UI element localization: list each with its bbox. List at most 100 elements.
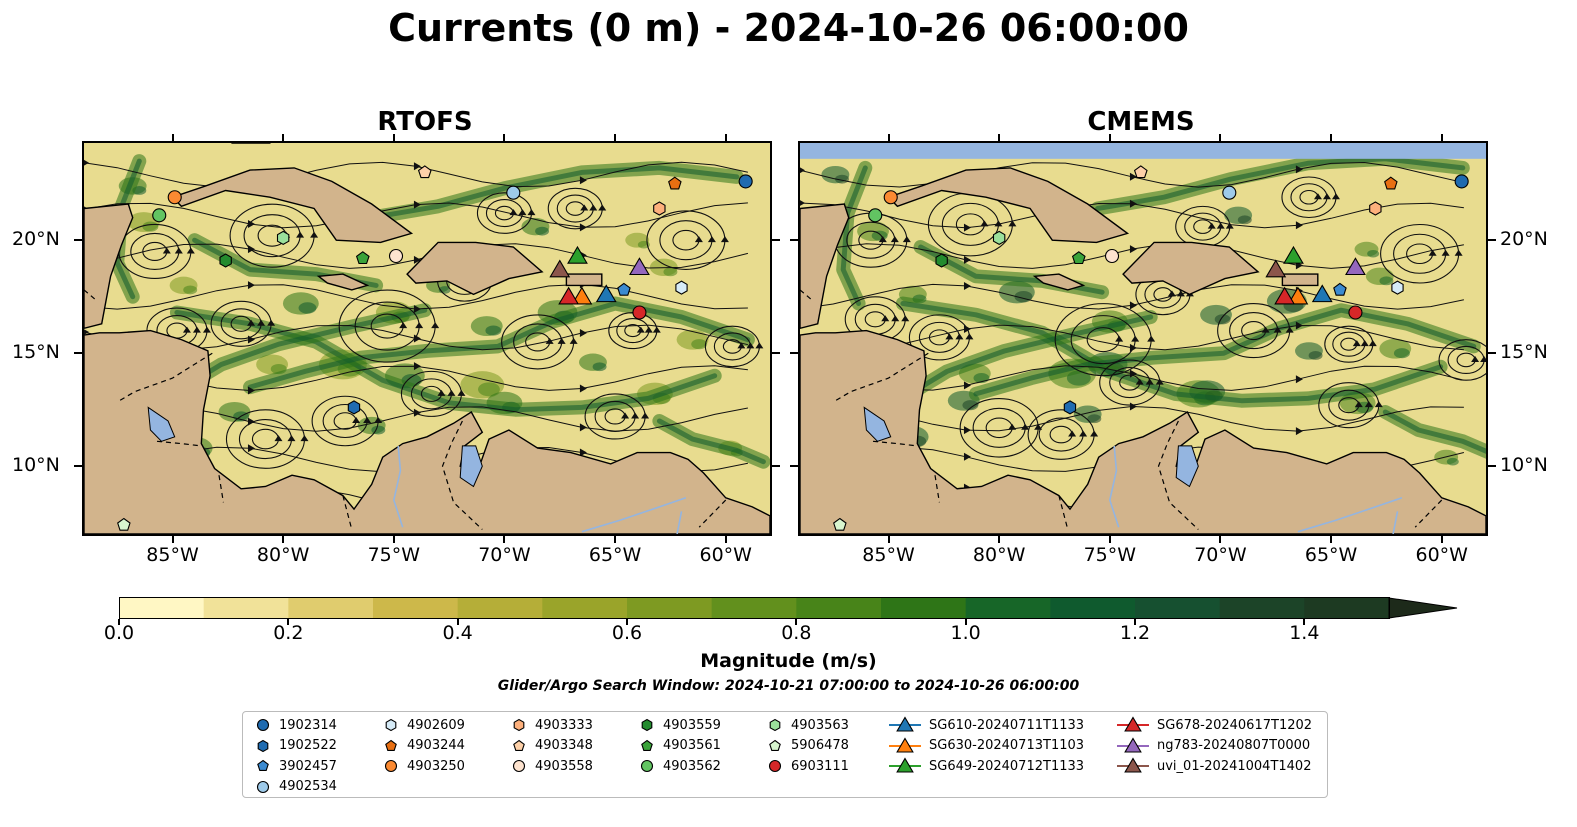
platform-4902534[interactable] bbox=[1222, 185, 1237, 200]
platform-4902534[interactable] bbox=[506, 185, 521, 200]
platform-4903333[interactable] bbox=[653, 201, 666, 216]
legend-item[interactable]: SG678-20240617T1202 bbox=[1117, 715, 1312, 735]
platform-4903561[interactable] bbox=[1071, 251, 1086, 265]
legend-item[interactable]: ng783-20240807T0000 bbox=[1117, 736, 1310, 756]
lat-tick-label-rtofs: 20°N bbox=[12, 228, 60, 251]
legend-marker-shape[interactable] bbox=[257, 739, 269, 752]
platform-4903348[interactable] bbox=[1133, 165, 1148, 179]
platform-6903111[interactable] bbox=[1348, 305, 1363, 320]
legend-marker-circle-icon bbox=[768, 759, 782, 773]
platform-SG630-20240713T1103[interactable] bbox=[571, 286, 593, 305]
platform-uvi_01-20241004T1402[interactable] bbox=[1265, 259, 1287, 278]
platform-SG630-20240713T1103[interactable] bbox=[1287, 286, 1309, 305]
legend-marker-shape[interactable] bbox=[256, 718, 270, 732]
lon-tick-label-rtofs: 75°W bbox=[367, 544, 421, 566]
platform-ng783-20240807T0000[interactable] bbox=[629, 257, 650, 276]
legend-item[interactable]: SG610-20240711T1133 bbox=[889, 715, 1084, 735]
legend-marker-shape[interactable] bbox=[1124, 736, 1142, 753]
platform-SG610-20240711T1133[interactable] bbox=[595, 284, 617, 303]
legend-marker-shape[interactable] bbox=[769, 739, 781, 751]
platform-SG678-20240617T1202[interactable] bbox=[558, 286, 580, 305]
platform-1902314[interactable] bbox=[738, 174, 753, 189]
legend-label: 4903244 bbox=[407, 738, 465, 753]
legend-item[interactable]: 4903559 bbox=[639, 715, 721, 735]
legend-item[interactable]: 3902457 bbox=[255, 756, 337, 776]
legend-marker-shape[interactable] bbox=[896, 736, 914, 753]
platform-1902522[interactable] bbox=[347, 400, 361, 415]
map-panel-cmems[interactable] bbox=[798, 141, 1488, 536]
legend-marker-shape[interactable] bbox=[896, 716, 914, 732]
platform-SG610-20240711T1133[interactable] bbox=[1311, 284, 1333, 303]
platform-3902457[interactable] bbox=[617, 282, 631, 296]
platform-4903244[interactable] bbox=[668, 176, 682, 190]
legend-item[interactable]: SG630-20240713T1103 bbox=[889, 736, 1084, 756]
legend-marker-shape[interactable] bbox=[257, 759, 269, 771]
platform-4903244[interactable] bbox=[1384, 176, 1398, 190]
platform-4903561[interactable] bbox=[355, 251, 370, 265]
platform-1902314[interactable] bbox=[1454, 174, 1469, 189]
legend-item[interactable]: 1902522 bbox=[255, 736, 337, 756]
platform-4903563[interactable] bbox=[992, 230, 1006, 246]
platform-SG649-20240712T1133[interactable] bbox=[1283, 245, 1304, 264]
platform-4903562[interactable] bbox=[868, 208, 883, 223]
legend-marker-shape[interactable] bbox=[1124, 716, 1142, 732]
platform-4902609[interactable] bbox=[675, 280, 688, 295]
legend-marker-shape[interactable] bbox=[256, 780, 270, 793]
legend-item[interactable]: 4903333 bbox=[511, 715, 593, 735]
platform-4903563[interactable] bbox=[276, 230, 290, 246]
platform-3902457[interactable] bbox=[1333, 282, 1347, 296]
colorbar-tick-label: 0.0 bbox=[103, 622, 135, 644]
legend-item[interactable]: uvi_01-20241004T1402 bbox=[1117, 756, 1311, 776]
legend-item[interactable]: SG649-20240712T1133 bbox=[889, 756, 1084, 776]
legend-marker-shape[interactable] bbox=[1124, 757, 1142, 773]
platform-SG678-20240617T1202[interactable] bbox=[1274, 286, 1296, 305]
lon-tick-label-rtofs: 80°W bbox=[256, 544, 310, 566]
legend-marker-shape[interactable] bbox=[385, 718, 397, 732]
legend-marker-shape[interactable] bbox=[641, 718, 653, 732]
platform-4903348[interactable] bbox=[417, 165, 432, 179]
legend-marker-shape[interactable] bbox=[512, 759, 526, 773]
platform-4903562[interactable] bbox=[152, 208, 167, 223]
platform-uvi_01-20241004T1402[interactable] bbox=[549, 259, 571, 278]
legend-item[interactable]: 4903250 bbox=[383, 756, 465, 776]
platform-1902522[interactable] bbox=[1063, 400, 1077, 415]
platform-4902609[interactable] bbox=[1391, 280, 1404, 295]
legend-marker-hexagon-icon bbox=[385, 718, 397, 732]
legend-marker-shape[interactable] bbox=[640, 759, 654, 773]
platform-4903558[interactable] bbox=[388, 248, 404, 264]
platform-4903559[interactable] bbox=[935, 253, 948, 268]
legend-item[interactable]: 1902314 bbox=[255, 715, 337, 735]
legend-item[interactable]: 4903561 bbox=[639, 736, 721, 756]
legend-item[interactable]: 5906478 bbox=[767, 736, 849, 756]
lon-tick-label-cmems: 80°W bbox=[972, 544, 1026, 566]
legend-item[interactable]: 6903111 bbox=[767, 756, 849, 776]
legend-item[interactable]: 4902534 bbox=[255, 777, 337, 797]
legend-item[interactable]: 4903348 bbox=[511, 736, 593, 756]
platform-5906478[interactable] bbox=[117, 517, 131, 531]
legend-item[interactable]: 4903558 bbox=[511, 756, 593, 776]
legend-marker-shape[interactable] bbox=[385, 739, 397, 751]
legend-item[interactable]: 4903563 bbox=[767, 715, 849, 735]
legend-marker-shape[interactable] bbox=[513, 718, 525, 732]
legend-marker-shape[interactable] bbox=[768, 759, 782, 773]
platform-4903559[interactable] bbox=[219, 253, 232, 268]
legend-marker-shape[interactable] bbox=[513, 739, 525, 751]
legend-item[interactable]: 4903562 bbox=[639, 756, 721, 776]
platform-ng783-20240807T0000[interactable] bbox=[1345, 257, 1366, 276]
tick-mark bbox=[282, 536, 285, 543]
platform-6903111[interactable] bbox=[632, 305, 647, 320]
legend-item[interactable]: 4903244 bbox=[383, 736, 465, 756]
legend-marker-shape[interactable] bbox=[384, 759, 398, 773]
platform-SG649-20240712T1133[interactable] bbox=[567, 245, 588, 264]
platform-4903333[interactable] bbox=[1369, 201, 1382, 216]
platform-4903250[interactable] bbox=[883, 190, 898, 205]
legend-marker-shape[interactable] bbox=[769, 718, 781, 732]
platform-5906478[interactable] bbox=[833, 517, 847, 531]
legend-marker-shape[interactable] bbox=[641, 739, 653, 751]
platform-4903250[interactable] bbox=[167, 190, 182, 205]
legend-marker-shape[interactable] bbox=[896, 757, 914, 773]
platform-4903558[interactable] bbox=[1104, 248, 1120, 264]
map-panel-rtofs[interactable] bbox=[82, 141, 772, 536]
legend-item[interactable]: 4902609 bbox=[383, 715, 465, 735]
legend-label: SG630-20240713T1103 bbox=[929, 738, 1085, 753]
